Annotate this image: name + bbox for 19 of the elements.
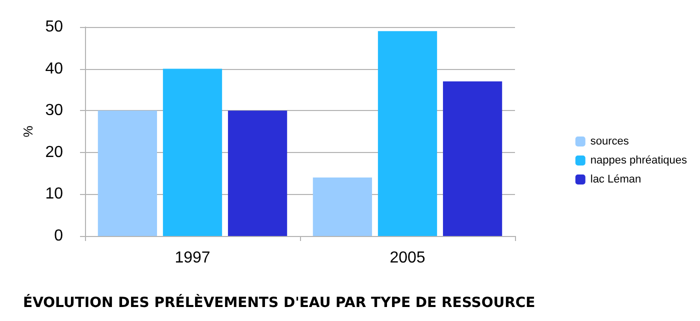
y-tick-label: 50 (45, 18, 64, 36)
x-tick-label: 2005 (390, 250, 426, 266)
x-tick-label: 1997 (174, 250, 210, 266)
legend-label: nappes phréatiques (590, 154, 688, 166)
y-tick-label: 20 (45, 144, 64, 161)
bar (98, 110, 158, 236)
y-tick-label: 40 (45, 60, 64, 78)
y-tick-label: 30 (45, 102, 64, 120)
y-axis-title: % (20, 125, 36, 138)
bar (442, 81, 502, 236)
text: ÉVOLUTION DES PRÉLÈVEMENTS D'EAU PAR TYPE DE RESSOURCE (23, 294, 536, 311)
legend-label: lac Léman (590, 174, 642, 186)
legend-label: sources (590, 136, 630, 148)
bar (228, 110, 288, 236)
y-tick-label: 10 (45, 186, 64, 203)
bar (312, 177, 372, 236)
bar (378, 31, 438, 236)
y-tick-label: 0 (54, 228, 64, 244)
bar (162, 68, 222, 236)
